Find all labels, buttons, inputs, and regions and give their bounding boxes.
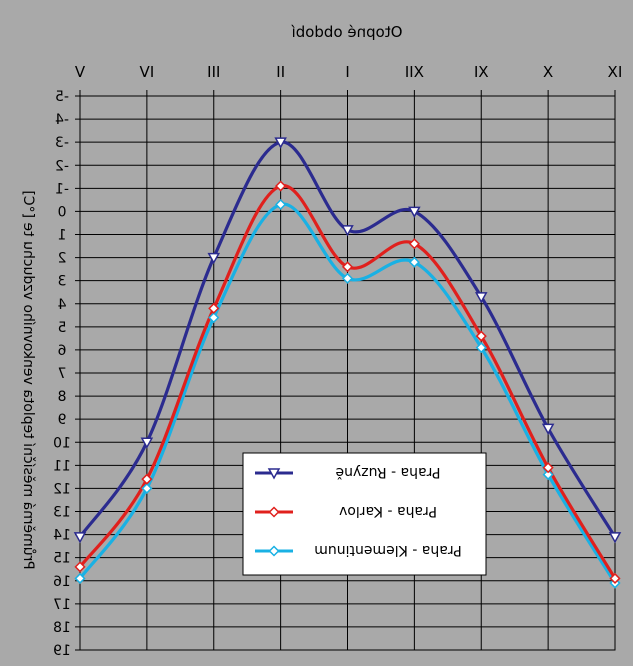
data-point — [74, 572, 86, 585]
y-tick-label: -2 — [55, 158, 69, 174]
y-tick-label: -5 — [55, 89, 69, 105]
data-point — [274, 137, 287, 149]
y-tick-label: 17 — [53, 597, 71, 613]
y-axis-label: Průměrná měsíční teplota venkovního vzdu… — [20, 190, 36, 569]
legend-marker — [267, 468, 281, 480]
y-tick-label: 13 — [53, 505, 71, 521]
x-tick-label: XI — [474, 63, 489, 81]
data-point — [541, 423, 555, 435]
data-point — [208, 312, 220, 324]
data-point — [74, 561, 86, 573]
x-tick-labels: V IV III II I XII XI X IX — [74, 63, 622, 81]
legend: Praha - Ruzyně Praha - Karlov Praha - Klem… — [242, 452, 487, 576]
y-tick-label: 7 — [58, 366, 67, 382]
legend-label: Praha - Klementinum — [314, 542, 462, 558]
y-tick-label: 5 — [58, 320, 67, 336]
x-tick-label: IV — [139, 63, 154, 81]
data-point — [608, 532, 622, 544]
y-tick-label: 10 — [53, 435, 71, 451]
x-tick-label: XII — [405, 63, 424, 81]
y-tick-label: 8 — [58, 389, 67, 405]
y-tick-label: 6 — [57, 343, 66, 359]
data-point — [408, 238, 420, 250]
data-point — [542, 462, 554, 474]
data-point — [275, 180, 287, 192]
y-tick-label: 16 — [53, 574, 71, 590]
y-tick-label: -3 — [55, 135, 69, 151]
data-point — [341, 261, 354, 273]
horizontal-gridlines — [75, 95, 615, 651]
data-point — [140, 437, 154, 449]
legend-label: Praha - Ruzyně — [335, 464, 440, 480]
data-point — [475, 330, 487, 342]
chart-title: Otopné období — [291, 23, 403, 41]
x-tick-label: V — [74, 63, 85, 81]
y-tick-label: 15 — [53, 551, 71, 567]
x-tick-label: III — [207, 63, 220, 81]
legend-marker — [268, 545, 280, 557]
x-tick-label: II — [276, 63, 285, 81]
data-point — [341, 225, 354, 237]
legend-label: Praha - Karlov — [339, 503, 437, 519]
y-tick-label: 4 — [57, 297, 66, 313]
data-point — [207, 252, 221, 265]
data-point — [408, 206, 421, 218]
series-group — [73, 137, 622, 589]
y-tick-label: 19 — [53, 643, 71, 659]
x-tick-label: IX — [608, 63, 623, 81]
y-tick-label: 0 — [58, 204, 67, 220]
data-point — [474, 292, 488, 304]
plot-border — [79, 95, 616, 651]
y-tick-label: 11 — [53, 458, 71, 474]
y-tick-label: -4 — [55, 112, 69, 128]
series-line — [78, 184, 617, 580]
y-tick-label: 1 — [58, 228, 67, 244]
y-tick-label: 2 — [58, 251, 67, 267]
data-point — [475, 342, 487, 354]
y-tick-label: 14 — [53, 528, 71, 544]
data-point — [73, 532, 87, 544]
series-line — [78, 202, 617, 584]
data-point — [609, 572, 621, 585]
data-point — [408, 256, 420, 268]
y-tick-label: -1 — [55, 181, 69, 197]
x-tick-label: I — [345, 63, 349, 81]
legend-marker — [268, 506, 280, 518]
x-tick-label: X — [543, 63, 553, 81]
data-point — [208, 302, 220, 314]
y-tick-label: 12 — [53, 481, 71, 497]
y-tick-label: 9 — [58, 412, 67, 428]
data-point — [275, 198, 287, 211]
y-tick-label: 3 — [58, 274, 67, 290]
data-point — [542, 469, 554, 481]
data-point — [341, 272, 354, 284]
data-point — [141, 473, 153, 485]
data-point — [141, 482, 153, 494]
y-tick-label: 18 — [53, 620, 71, 636]
